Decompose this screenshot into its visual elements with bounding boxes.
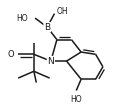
Text: B: B [44,23,50,32]
Text: HO: HO [70,95,81,104]
Text: HO: HO [16,14,28,23]
Text: OH: OH [56,7,68,16]
Text: O: O [8,50,14,59]
Text: N: N [47,57,54,66]
